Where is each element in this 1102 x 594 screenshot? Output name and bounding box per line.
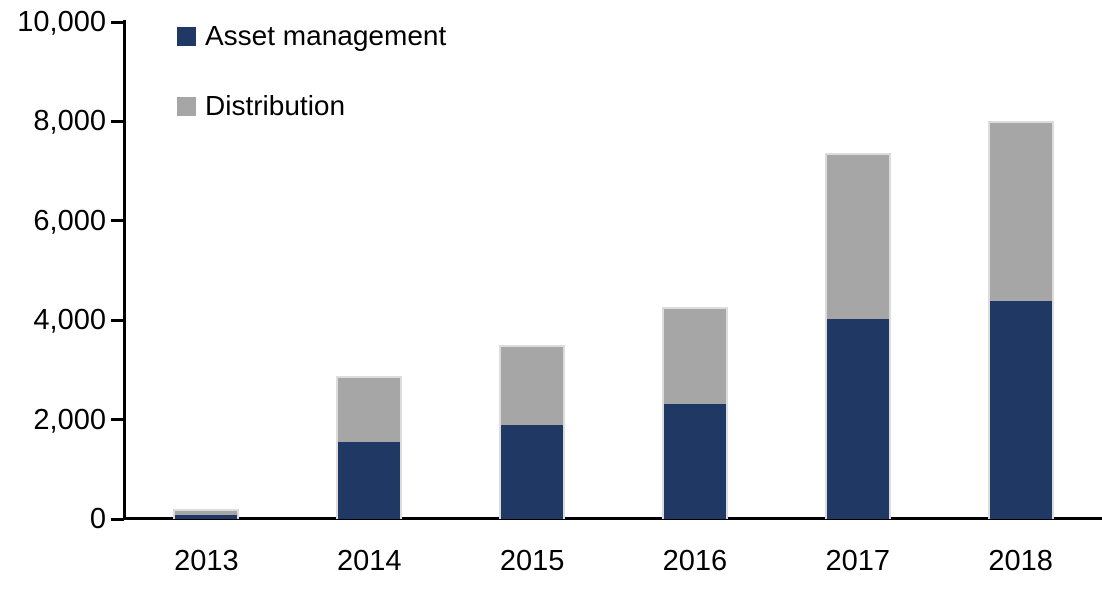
- bar-segment-asset-management-2015: [501, 425, 564, 519]
- y-tick-label: 2,000: [33, 403, 106, 436]
- bar-segment-asset-management-2018: [989, 300, 1052, 519]
- y-tick-label: 4,000: [33, 304, 106, 337]
- y-axis-tick: [111, 418, 124, 422]
- bar-segment-asset-management-2014: [338, 441, 401, 519]
- bar-2014: [336, 375, 403, 519]
- legend-item-asset-management: Asset management: [177, 20, 446, 52]
- legend-swatch-distribution: [177, 96, 196, 116]
- bar-segment-asset-management-2016: [663, 404, 726, 519]
- bar-2018: [987, 121, 1054, 519]
- legend-item-distribution: Distribution: [177, 90, 345, 122]
- y-axis-tick: [111, 119, 124, 123]
- legend-swatch-asset-management: [177, 26, 196, 46]
- y-axis-line: [123, 20, 126, 520]
- x-axis-label-2015: 2015: [499, 545, 565, 577]
- x-axis-label-2013: 2013: [174, 545, 239, 577]
- bar-2017: [824, 153, 891, 519]
- x-axis-label-2014: 2014: [336, 545, 402, 577]
- y-axis-tick: [111, 219, 124, 223]
- y-tick-label: 8,000: [33, 105, 106, 138]
- x-axis-line: [123, 517, 1102, 520]
- bar-2015: [499, 345, 566, 519]
- x-axis-label-2018: 2018: [988, 545, 1053, 577]
- y-axis-tick: [111, 20, 124, 24]
- y-tick-label: 10,000: [17, 6, 106, 38]
- legend-label-distribution: Distribution: [205, 90, 346, 121]
- x-axis-label-2016: 2016: [662, 545, 728, 577]
- bar-segment-asset-management-2017: [826, 318, 889, 519]
- legend-label-asset-management: Asset management: [205, 20, 447, 51]
- bar-2016: [661, 307, 728, 519]
- y-tick-label: 0: [89, 503, 106, 535]
- y-tick-label: 6,000: [33, 204, 106, 237]
- bar-2013: [173, 509, 240, 519]
- y-axis-tick: [111, 517, 124, 521]
- bar-segment-asset-management-2013: [175, 514, 238, 519]
- y-axis-tick: [111, 318, 124, 322]
- x-axis-label-2017: 2017: [825, 545, 890, 577]
